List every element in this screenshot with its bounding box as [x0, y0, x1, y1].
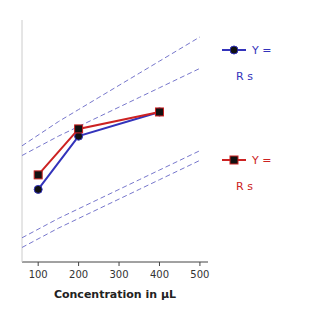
- legend: Y = R s Y = R s: [222, 44, 271, 193]
- series: [34, 108, 163, 179]
- x-axis-label: Concentration in μL: [54, 288, 176, 301]
- series: [34, 108, 163, 193]
- legend-marker: [230, 46, 238, 54]
- point: [75, 125, 83, 133]
- band-line: [22, 160, 200, 247]
- series-line: [38, 112, 159, 175]
- x-tick: [119, 262, 120, 266]
- legend-marker: [230, 156, 238, 164]
- band-line: [22, 68, 200, 155]
- axes: 100 200 300 400 500: [22, 20, 209, 280]
- chart: 100 200 300 400 500 Concentration in μL Y = R s…: [0, 0, 320, 320]
- point: [155, 108, 163, 116]
- x-axis-line: [22, 262, 208, 263]
- legend-label: Y =: [251, 154, 271, 167]
- annotation: R s: [236, 70, 253, 83]
- legend-label: Y =: [251, 44, 271, 57]
- x-tick-label: 400: [150, 269, 169, 280]
- x-tick: [159, 262, 160, 266]
- point: [155, 108, 163, 116]
- x-tick: [38, 262, 39, 266]
- x-tick-label: 300: [109, 269, 128, 280]
- x-tick: [199, 262, 200, 266]
- x-tick-label: 500: [190, 269, 209, 280]
- series-line: [38, 112, 159, 189]
- annotation: R s: [236, 180, 253, 193]
- x-tick: [78, 262, 79, 266]
- point: [34, 171, 42, 179]
- point: [34, 185, 42, 193]
- series: [22, 160, 200, 247]
- y-axis-line: [22, 20, 23, 262]
- band-line: [22, 37, 200, 146]
- x-tick-label: 200: [69, 269, 88, 280]
- series: [22, 37, 200, 146]
- plot-area: [22, 37, 200, 248]
- series: [22, 68, 200, 155]
- x-tick-label: 100: [29, 269, 48, 280]
